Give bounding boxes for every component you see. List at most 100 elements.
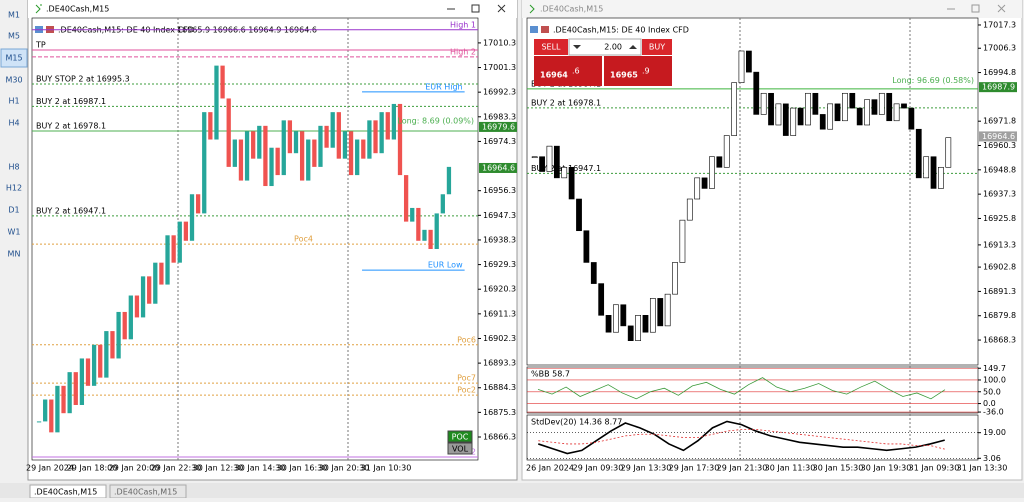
tab-label[interactable]: .DE40Cash,M15 xyxy=(114,488,177,497)
timeframe-button[interactable] xyxy=(1,6,27,24)
timeframe-label[interactable]: W1 xyxy=(8,228,21,237)
candle xyxy=(281,120,286,176)
candle xyxy=(694,177,701,200)
price-box xyxy=(479,121,517,132)
candle xyxy=(355,139,360,176)
timeframe-label[interactable]: M15 xyxy=(5,54,22,63)
timeframe-button[interactable] xyxy=(1,71,27,89)
timeframe-label[interactable]: D1 xyxy=(8,206,19,215)
timeframe-label[interactable]: H4 xyxy=(8,119,19,128)
sell-label[interactable]: SELL xyxy=(541,43,561,52)
candle xyxy=(416,207,421,241)
candle xyxy=(768,92,774,126)
bid-price-frac[interactable]: .6 xyxy=(572,67,580,76)
candle xyxy=(128,295,133,340)
timeframe-button[interactable] xyxy=(1,114,27,132)
candle xyxy=(336,112,341,159)
plot-area xyxy=(31,17,479,461)
timeframe-label[interactable]: MN xyxy=(8,250,21,259)
timeframe-button[interactable] xyxy=(1,179,27,197)
timeframe-button[interactable] xyxy=(1,27,27,45)
window-controls[interactable] xyxy=(447,4,506,13)
candle xyxy=(561,166,568,179)
candle xyxy=(263,125,268,187)
buy-label[interactable]: BUY xyxy=(649,43,665,52)
time-label: 26 Jan 2024 xyxy=(526,464,574,473)
tab-label[interactable]: .DE40Cash,M15 xyxy=(34,488,97,497)
lot-value[interactable]: 2.00 xyxy=(604,43,622,52)
spin-up[interactable] xyxy=(629,45,637,49)
price-box-label: 16979.6 xyxy=(482,122,515,131)
y-tick-label: 16920.3 xyxy=(483,285,516,294)
candle xyxy=(539,156,545,172)
timeframe-label[interactable]: H8 xyxy=(8,163,19,172)
candle xyxy=(98,344,103,378)
level-label: BUY 2 at 16947.1 xyxy=(36,206,106,215)
candle xyxy=(85,358,91,386)
toggle-label[interactable]: POC xyxy=(452,433,469,442)
candle xyxy=(202,112,207,214)
ask-price-frac[interactable]: .9 xyxy=(642,67,650,76)
bid-price-main[interactable]: 16964 xyxy=(540,71,568,80)
toggle-button[interactable] xyxy=(447,430,473,443)
y-tick-label: 16875.3 xyxy=(483,408,516,417)
sell-button[interactable] xyxy=(534,39,568,55)
timeframe-label[interactable]: M5 xyxy=(8,32,20,41)
candle xyxy=(531,156,538,159)
candle xyxy=(299,131,305,181)
candle xyxy=(642,315,649,333)
timeframe-button[interactable] xyxy=(1,245,27,263)
y-tick-label: 17017.3 xyxy=(983,20,1016,29)
candle xyxy=(220,65,225,99)
candle xyxy=(397,103,403,176)
time-label: 29 Jan 20:00 xyxy=(109,464,160,473)
indicator-line xyxy=(538,429,945,450)
lot-input[interactable] xyxy=(568,38,642,56)
candle xyxy=(293,131,299,154)
timeframe-label[interactable]: H12 xyxy=(6,184,22,193)
window-controls[interactable] xyxy=(947,4,1006,13)
time-label: 30 Jan 19:30 xyxy=(861,464,912,473)
panel-label: StdDev(20) 14.36 8.77 xyxy=(531,418,622,427)
timeframe-button[interactable] xyxy=(0,48,28,68)
timeframe-label[interactable]: H1 xyxy=(8,97,19,106)
y-tick-label: 16911.3 xyxy=(483,309,516,318)
y-tick-label: 16971.8 xyxy=(983,117,1016,126)
toggle-button[interactable] xyxy=(447,442,473,455)
y-tick-label: 16893.3 xyxy=(483,359,516,368)
toggle-label[interactable]: VOL xyxy=(452,445,469,454)
title-bar xyxy=(522,0,1022,18)
icon xyxy=(529,4,535,14)
timeframe-button[interactable] xyxy=(1,92,27,110)
buy-button[interactable] xyxy=(642,39,672,55)
candle xyxy=(361,139,366,159)
ask-price-main[interactable]: 16965 xyxy=(610,71,638,80)
bid-price-box[interactable] xyxy=(534,56,602,86)
candle xyxy=(110,331,115,359)
candle xyxy=(635,315,641,341)
timeframe-button[interactable] xyxy=(1,223,27,241)
candle xyxy=(576,198,582,232)
candle xyxy=(67,372,72,414)
candle xyxy=(649,298,656,333)
spin-down[interactable] xyxy=(573,45,581,49)
window-title: .DE40Cash,M15 xyxy=(540,5,603,14)
time-label: 29 Jan 22:30 xyxy=(151,464,202,473)
level-label: TP xyxy=(35,41,46,50)
y-tick-label: 16902.3 xyxy=(483,334,516,343)
candle xyxy=(428,229,433,249)
timeframe-label[interactable]: M30 xyxy=(5,76,22,85)
level-label: EUR High xyxy=(425,82,462,91)
time-label: 30 Jan 20:30 xyxy=(319,464,370,473)
timeframe-button[interactable] xyxy=(1,201,27,219)
ask-price-box[interactable] xyxy=(604,56,672,86)
timeframe-button[interactable] xyxy=(1,158,27,176)
y-tick-label: 16902.8 xyxy=(983,263,1016,272)
time-label: 29 Jan 21:30 xyxy=(717,464,768,473)
candle xyxy=(140,276,146,318)
time-label: 31 Jan 10:30 xyxy=(361,464,412,473)
candle xyxy=(613,304,619,333)
timeframe-label[interactable]: M1 xyxy=(8,11,20,20)
level-label: BUY 2 at 16978.1 xyxy=(531,98,601,107)
